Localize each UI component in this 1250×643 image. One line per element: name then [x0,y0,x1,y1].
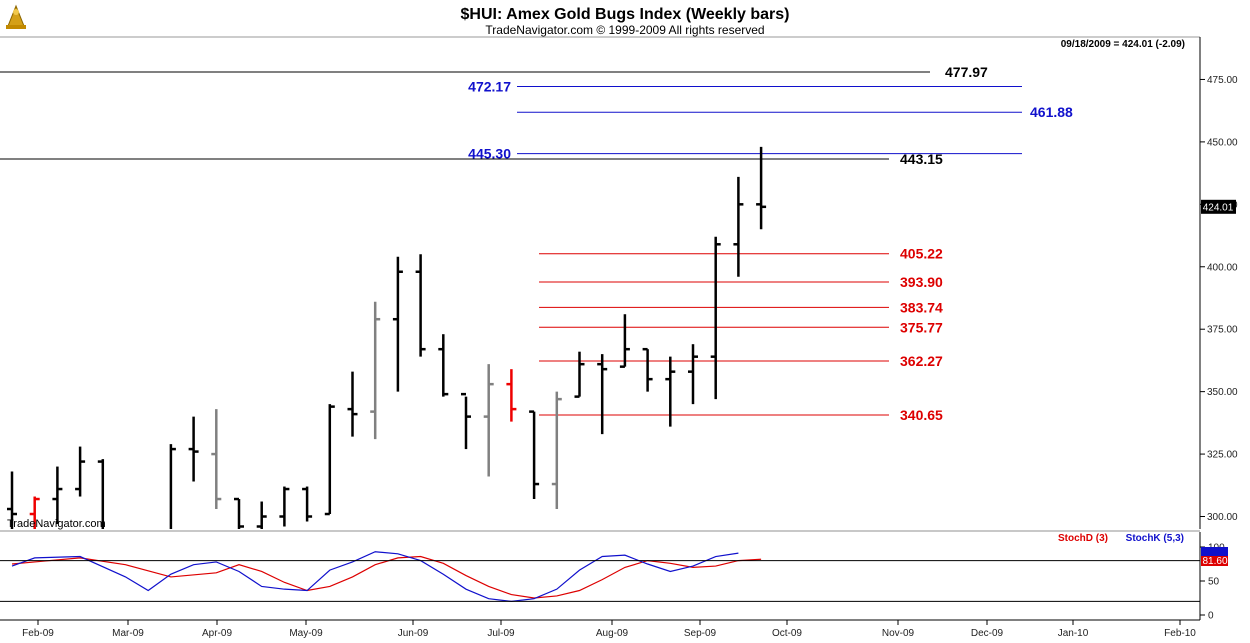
date-tick-label: Nov-09 [882,628,915,639]
date-tick-label: Jan-10 [1058,628,1089,639]
level-label: 362.27 [900,353,943,369]
legend-stochd: StochD (3) [1058,533,1108,544]
date-tick-label: Dec-09 [971,628,1004,639]
price-tick-label: 450.00 [1207,137,1238,148]
price-tick-label: 400.00 [1207,262,1238,273]
price-bar [461,392,471,450]
watermark: TradeNavigator.com [7,518,106,530]
stoch-last-value: 81.60 [1202,556,1227,567]
price-bar [29,496,40,529]
price-bar [574,351,585,398]
date-tick-label: Oct-09 [772,628,802,639]
chart-subtitle: TradeNavigator.com © 1999-2009 All right… [485,23,764,37]
level-label: 445.30 [468,146,511,162]
date-tick-label: Jun-09 [398,628,429,639]
date-tick-label: Mar-09 [112,628,144,639]
stoch-value-tag: 81.60 [1201,547,1228,567]
level-label: 393.90 [900,274,943,290]
price-bar [415,254,426,357]
price-bar [733,176,744,277]
price-bar [75,446,86,497]
date-tick-label: Aug-09 [596,628,629,639]
last-price-value: 424.01 [1203,202,1234,213]
level-label: 375.77 [900,319,943,335]
level-label: 461.88 [1030,104,1073,120]
date-tick-label: Sep-09 [684,628,717,639]
level-label: 405.22 [900,246,943,262]
price-tick-label: 300.00 [1207,512,1238,523]
price-bar [551,391,562,510]
price-bar [97,459,105,529]
level-label: 383.74 [900,299,943,315]
price-bar [529,410,540,500]
price-bar [52,466,63,525]
tradenavigator-logo-icon [6,3,28,29]
price-bar [438,334,449,397]
stoch-tick-label: 0 [1208,611,1214,622]
price-bar [483,364,494,477]
chart-title: $HUI: Amex Gold Bugs Index (Weekly bars) [461,6,790,23]
price-bar [665,356,676,427]
legend-stochk: StochK (5,3) [1126,533,1184,544]
price-bar [370,301,381,440]
date-tick-label: Feb-09 [22,628,54,639]
price-tick-label: 475.00 [1207,75,1238,86]
price-tick-label: 325.00 [1207,450,1238,461]
price-bar [642,347,653,392]
level-label: 477.97 [945,64,988,80]
level-label: 443.15 [900,151,943,167]
level-label: 340.65 [900,407,943,423]
price-bar [279,486,290,527]
price-bar [392,256,403,392]
price-bar [302,486,313,522]
price-bars [7,146,767,529]
price-tick-label: 350.00 [1207,387,1238,398]
price-bar [710,236,721,400]
price-bar [169,444,176,529]
level-label: 472.17 [468,79,511,95]
price-bar [347,371,358,437]
price-bar [688,344,698,405]
price-bar [597,354,608,435]
price-bar [506,369,517,422]
price-panel [0,36,1201,529]
price-bar [7,471,17,529]
price-bar [256,501,267,529]
date-axis: Feb-09 Mar-09 Apr-09 May-09 Jun-09 Jul-09 Aug-… [22,620,1196,639]
price-bar [619,314,630,368]
price-bar [188,416,199,482]
stoch-tick-label: 50 [1208,577,1220,588]
price-bar [756,146,767,230]
date-tick-label: Apr-09 [202,628,232,639]
stoch-series-line [11,551,739,603]
date-tick-label: May-09 [289,628,323,639]
price-bar [211,409,222,510]
price-bar [324,404,335,516]
last-quote: 09/18/2009 = 424.01 (-2.09) [1061,39,1185,50]
date-tick-label: Jul-09 [487,628,515,639]
date-tick-label: Feb-10 [1164,628,1196,639]
price-bar [234,497,244,529]
price-tick-label: 375.00 [1207,325,1238,336]
price-levels: 477.97 472.17 461.88 445.30 443.15 405.22 393.… [0,64,1073,423]
last-price-tag: 424.01 [1201,199,1236,214]
